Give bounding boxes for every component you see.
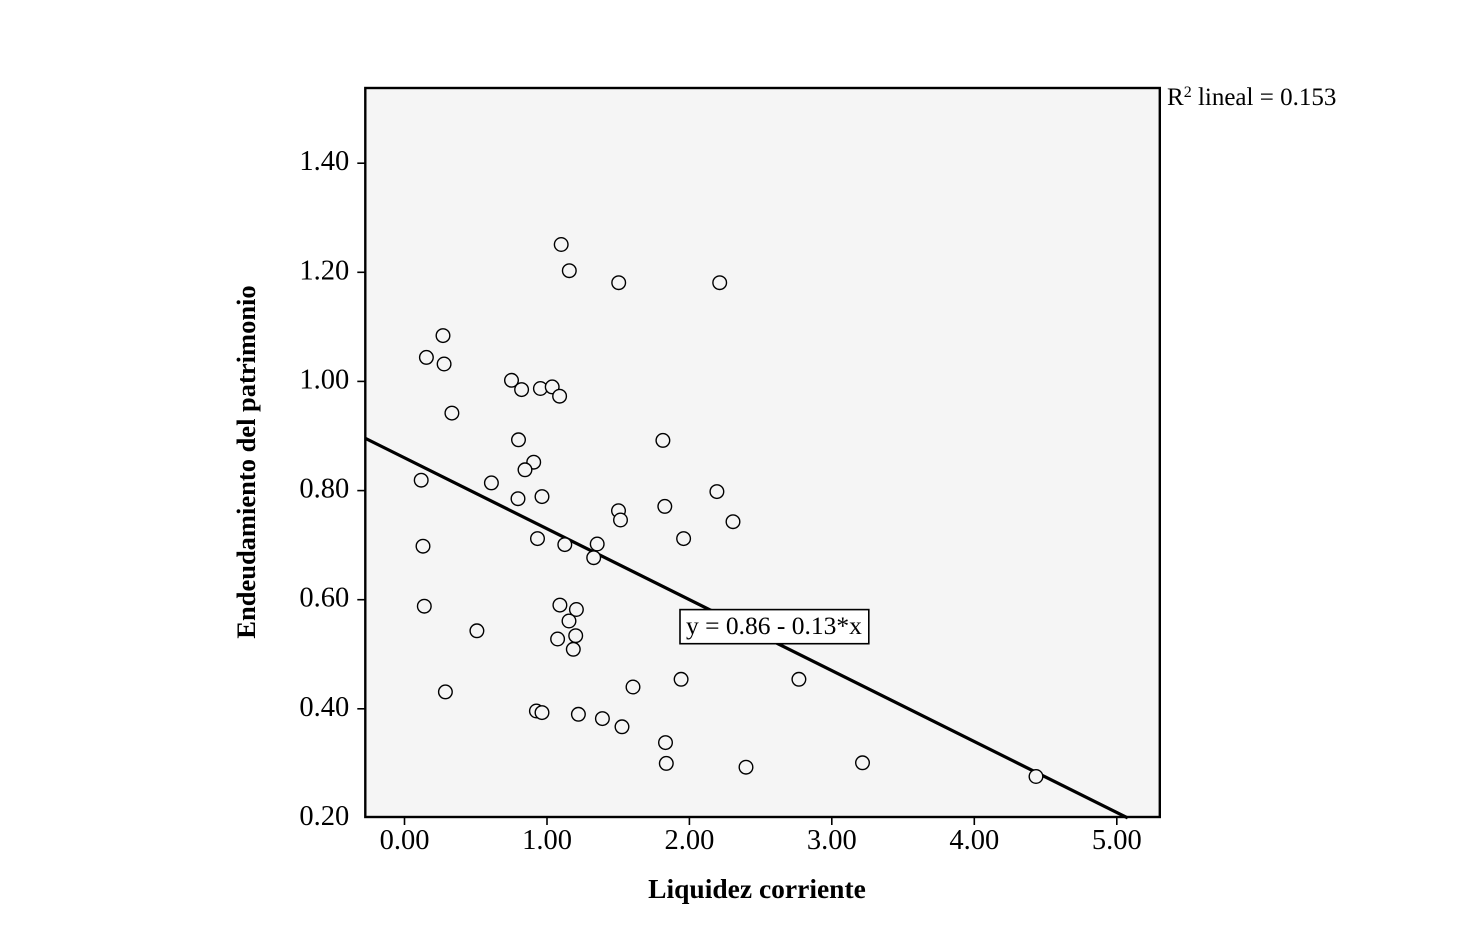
svg-text:0.80: 0.80 [299, 474, 349, 505]
svg-text:1.20: 1.20 [299, 255, 349, 286]
svg-text:1.00: 1.00 [522, 825, 572, 856]
svg-text:1.40: 1.40 [299, 146, 349, 177]
svg-text:0.40: 0.40 [299, 692, 349, 723]
svg-text:3.00: 3.00 [807, 825, 857, 856]
svg-text:1.00: 1.00 [299, 364, 349, 395]
svg-text:0.00: 0.00 [380, 825, 430, 856]
svg-text:2.00: 2.00 [664, 825, 714, 856]
svg-text:0.20: 0.20 [299, 801, 349, 832]
svg-text:0.60: 0.60 [299, 583, 349, 614]
svg-text:y = 0.86 - 0.13*x: y = 0.86 - 0.13*x [686, 611, 862, 640]
svg-text:4.00: 4.00 [949, 825, 999, 856]
svg-text:R2 lineal = 0.153: R2 lineal = 0.153 [1167, 84, 1336, 111]
svg-text:5.00: 5.00 [1092, 825, 1142, 856]
svg-text:Liquidez corriente: Liquidez corriente [648, 873, 866, 904]
svg-text:Endeudamiento del patrimonio: Endeudamiento del patrimonio [231, 285, 261, 638]
